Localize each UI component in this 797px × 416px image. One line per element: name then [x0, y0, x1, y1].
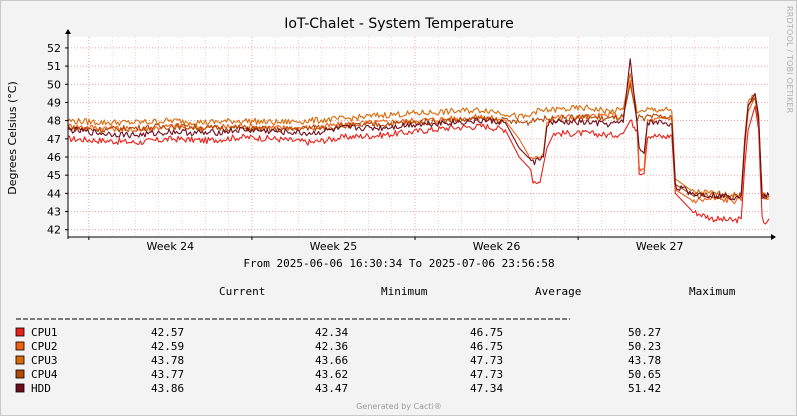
y-tick-label: 48 [47, 115, 61, 128]
legend-value: 42.59 [151, 340, 184, 353]
x-tick-label: Week 25 [310, 240, 358, 253]
legend-value: 43.78 [151, 354, 184, 367]
legend-header-average: Average [535, 285, 581, 298]
y-tick-label: 44 [47, 187, 61, 200]
legend-series-name: CPU3 [31, 354, 58, 367]
legend-value: 43.47 [315, 382, 348, 395]
legend-swatch [15, 369, 25, 379]
legend-value: 47.34 [470, 382, 503, 395]
legend-row: CPU4 43.77 43.62 47.73 50.65 [15, 368, 661, 381]
legend-value: 43.86 [151, 382, 184, 395]
y-axis-arrow-icon [65, 29, 71, 34]
legend-value: 42.36 [315, 340, 348, 353]
series-line-hdd [67, 58, 770, 201]
legend-row: CPU3 43.78 43.66 47.73 43.78 [15, 354, 661, 367]
legend-value: 43.78 [628, 354, 661, 367]
y-tick-label: 42 [47, 224, 61, 237]
y-tick-label: 46 [47, 151, 61, 164]
y-axis-label: Degrees Celsius (°C) [6, 81, 19, 195]
y-tick-label: 50 [47, 78, 61, 91]
y-tick-label: 52 [47, 42, 61, 55]
legend-value: 50.65 [628, 368, 661, 381]
legend-swatch [15, 327, 25, 337]
x-axis-arrow-icon [771, 234, 776, 240]
legend-row: HDD 43.86 43.47 47.34 51.42 [15, 382, 661, 395]
series-line-cpu3 [67, 72, 770, 200]
legend-value: 50.27 [628, 326, 661, 339]
legend-value: 43.77 [151, 368, 184, 381]
legend-value: 46.75 [470, 340, 503, 353]
x-tick-label: Week 24 [147, 240, 195, 253]
y-ticks: 42 43 44 45 46 47 48 49 50 51 52 [47, 42, 68, 237]
rrdtool-watermark: RRDTOOL / TOBI OETIKER [785, 6, 794, 114]
legend-value: 47.73 [470, 368, 503, 381]
legend-row: CPU1 42.57 42.34 46.75 50.27 [15, 326, 661, 339]
series-lines [67, 58, 770, 225]
legend-value: 42.34 [315, 326, 348, 339]
legend-header-current: Current [219, 285, 265, 298]
legend-series-name: HDD [31, 382, 51, 395]
legend-header: Current Minimum Average Maximum [219, 285, 736, 298]
legend-series-name: CPU1 [31, 326, 58, 339]
legend-series-name: CPU4 [31, 368, 58, 381]
legend-value: 51.42 [628, 382, 661, 395]
legend-header-maximum: Maximum [689, 285, 736, 298]
chart-title: IoT-Chalet - System Temperature [284, 16, 514, 32]
date-range: From 2025-06-06 16:30:34 To 2025-07-06 2… [243, 257, 554, 270]
legend-swatch [15, 341, 25, 351]
y-tick-label: 45 [47, 169, 61, 182]
legend-swatch [15, 355, 25, 365]
y-tick-label: 47 [47, 133, 61, 146]
x-tick-label: Week 26 [473, 240, 521, 253]
legend-value: 50.23 [628, 340, 661, 353]
series-line-cpu4 [67, 83, 769, 200]
y-tick-label: 49 [47, 96, 61, 109]
legend-value: 43.62 [315, 368, 348, 381]
y-tick-label: 43 [47, 206, 61, 219]
legend-value: 42.57 [151, 326, 184, 339]
legend-value: 46.75 [470, 326, 503, 339]
y-tick-label: 51 [47, 60, 61, 73]
legend-swatch [15, 383, 25, 393]
legend-series-name: CPU2 [31, 340, 58, 353]
legend-row: CPU2 42.59 42.36 46.75 50.23 [15, 340, 661, 353]
x-tick-label: Week 27 [636, 240, 684, 253]
footer-credit: Generated by Cacti® [356, 402, 442, 411]
legend-header-minimum: Minimum [381, 285, 428, 298]
legend-value: 43.66 [315, 354, 348, 367]
legend-value: 47.73 [470, 354, 503, 367]
x-ticks: Week 24 Week 25 Week 26 Week 27 [88, 237, 684, 253]
legend: CPU1 42.57 42.34 46.75 50.27 CPU2 42.59 42.36 46… [15, 326, 661, 395]
series-line-cpu1 [67, 105, 770, 225]
